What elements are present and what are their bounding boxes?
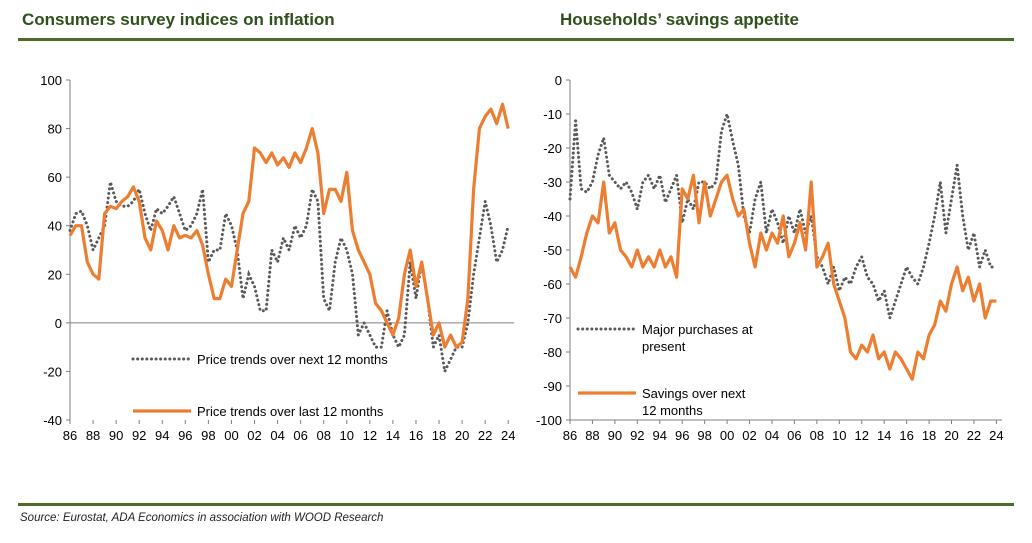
left-legend-label: Price trends over next 12 months xyxy=(197,352,388,367)
left-legend-label: Price trends over last 12 months xyxy=(197,404,384,419)
right-x-tick-label: 24 xyxy=(989,428,1003,443)
right-y-tick-label: -50 xyxy=(543,243,562,258)
right-x-tick-label: 18 xyxy=(922,428,936,443)
right-series-solid-line xyxy=(568,173,997,381)
right-y-tick-label: -100 xyxy=(536,413,562,428)
right-y-tick-label: -10 xyxy=(543,107,562,122)
left-series-dotted-line xyxy=(68,181,510,377)
left-x-tick-label: 10 xyxy=(340,428,354,443)
right-chart-title: Households’ savings appetite xyxy=(560,10,800,29)
left-x-tick-label: 08 xyxy=(316,428,330,443)
right-x-tick-label: 04 xyxy=(765,428,779,443)
left-y-tick-label: 100 xyxy=(40,73,62,88)
right-x-tick-label: 94 xyxy=(653,428,667,443)
left-x-tick-label: 86 xyxy=(63,428,77,443)
left-x-tick-label: 14 xyxy=(386,428,400,443)
left-x-tick-label: 94 xyxy=(155,428,169,443)
right-x-tick-label: 08 xyxy=(810,428,824,443)
left-x-tick-label: 88 xyxy=(86,428,100,443)
right-x-tick-label: 96 xyxy=(675,428,689,443)
right-x-tick-label: 86 xyxy=(563,428,577,443)
left-y-tick-label: 60 xyxy=(48,170,62,185)
right-y-tick-label: -80 xyxy=(543,345,562,360)
top-rule xyxy=(18,38,1014,41)
right-x-tick-label: 88 xyxy=(585,428,599,443)
left-y-tick-label: 40 xyxy=(48,219,62,234)
left-y-tick-label: 0 xyxy=(55,316,62,331)
left-x-tick-label: 22 xyxy=(478,428,492,443)
right-y-tick-label: -20 xyxy=(543,141,562,156)
left-x-tick-label: 16 xyxy=(409,428,423,443)
left-y-tick-label: 20 xyxy=(48,267,62,282)
left-x-tick-label: 12 xyxy=(363,428,377,443)
left-x-tick-label: 06 xyxy=(293,428,307,443)
left-x-tick-label: 20 xyxy=(455,428,469,443)
right-x-tick-label: 10 xyxy=(832,428,846,443)
right-x-tick-label: 20 xyxy=(944,428,958,443)
right-x-tick-label: 90 xyxy=(608,428,622,443)
right-y-tick-label: -40 xyxy=(543,209,562,224)
left-x-tick-label: 04 xyxy=(270,428,284,443)
right-x-tick-label: 92 xyxy=(630,428,644,443)
right-x-tick-label: 12 xyxy=(855,428,869,443)
right-x-tick-label: 00 xyxy=(720,428,734,443)
right-y-tick-label: -70 xyxy=(543,311,562,326)
left-x-tick-label: 98 xyxy=(201,428,215,443)
right-legend-label: Major purchases at present xyxy=(642,322,753,354)
right-x-tick-label: 22 xyxy=(967,428,981,443)
left-y-tick-label: -20 xyxy=(43,364,62,379)
right-x-tick-label: 06 xyxy=(787,428,801,443)
left-y-tick-label: 80 xyxy=(48,122,62,137)
left-series-solid-line xyxy=(68,102,510,349)
right-x-tick-label: 14 xyxy=(877,428,891,443)
left-x-tick-label: 24 xyxy=(501,428,515,443)
left-x-tick-label: 90 xyxy=(109,428,123,443)
left-x-tick-label: 92 xyxy=(132,428,146,443)
right-legend-label: Savings over next 12 months xyxy=(642,386,746,418)
left-x-tick-label: 02 xyxy=(247,428,261,443)
bottom-rule xyxy=(18,503,1014,506)
right-y-tick-label: 0 xyxy=(555,73,562,88)
right-x-tick-label: 02 xyxy=(742,428,756,443)
right-x-tick-label: 98 xyxy=(697,428,711,443)
right-y-tick-label: -90 xyxy=(543,379,562,394)
left-x-tick-label: 00 xyxy=(224,428,238,443)
left-x-tick-label: 18 xyxy=(432,428,446,443)
right-x-tick-label: 16 xyxy=(899,428,913,443)
left-y-tick-label: -40 xyxy=(43,413,62,428)
right-y-tick-label: -60 xyxy=(543,277,562,292)
right-series-dotted-line xyxy=(568,108,998,324)
left-chart-title: Consumers survey indices on inflation xyxy=(22,10,335,29)
source-note: Source: Eurostat, ADA Economics in assoc… xyxy=(20,512,384,524)
left-x-tick-label: 96 xyxy=(178,428,192,443)
right-y-tick-label: -30 xyxy=(543,175,562,190)
